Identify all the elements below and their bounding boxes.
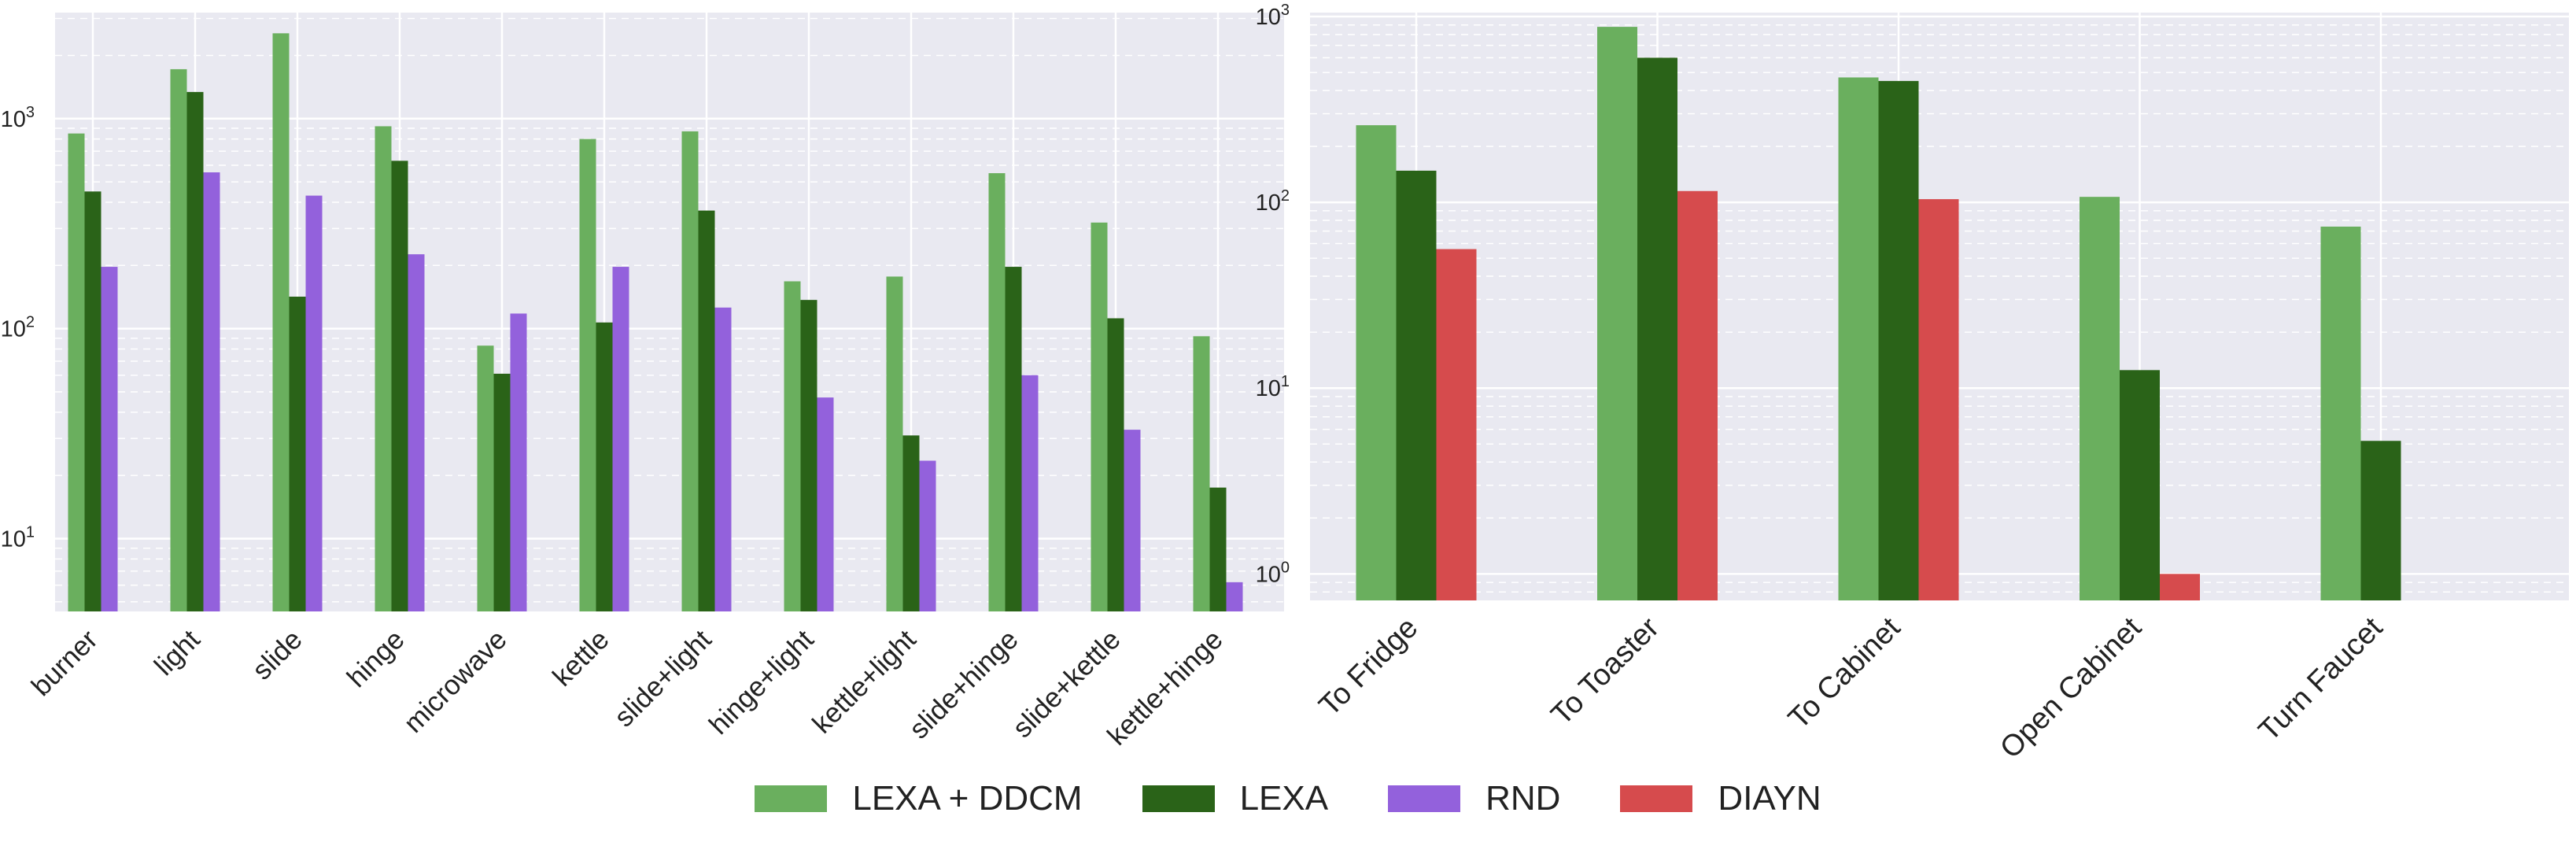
- bar-lexa-to-toaster: [1637, 57, 1677, 600]
- bar-lexa-ddcm-microwave: [477, 345, 494, 611]
- bar-lexa-slide-hinge: [1005, 267, 1022, 611]
- bar-lexa-to-cabinet: [1878, 80, 1919, 601]
- bar-lexa-open-cabinet: [2120, 370, 2160, 600]
- bar-rnd-light: [203, 172, 220, 611]
- bar-lexa-ddcm-kettle: [579, 138, 596, 611]
- bar-lexa-light: [186, 91, 204, 612]
- bar-lexa-burner: [84, 191, 101, 612]
- bar-rnd-slide-light: [714, 307, 732, 611]
- bar-lexa-microwave: [493, 373, 511, 611]
- bar-lexa-ddcm-open-cabinet: [2080, 197, 2120, 600]
- legend: LEXA + DDCM LEXA RND DIAYN: [0, 775, 2576, 822]
- x-tick-label-hinge-light: hinge+light: [703, 624, 820, 740]
- y-tick-label: 100: [1256, 559, 1290, 587]
- bar-lexa-kettle: [596, 322, 613, 611]
- bar-lexa-ddcm-kettle-light: [886, 276, 903, 611]
- y-tick-label: 103: [1, 104, 35, 132]
- bar-lexa-ddcm-slide-kettle: [1091, 222, 1108, 611]
- bar-lexa-ddcm-burner: [68, 133, 85, 611]
- bars: [1356, 27, 2401, 601]
- x-tick-label-hinge: hinge: [341, 624, 411, 693]
- bar-lexa-ddcm-to-cabinet: [1838, 77, 1879, 600]
- plot-area: [55, 13, 1284, 611]
- legend-item-rnd: RND: [1388, 779, 1560, 818]
- bar-rnd-kettle: [612, 267, 629, 611]
- bar-diayn-open-cabinet: [2160, 574, 2200, 600]
- x-tick-label-slide-light: slide+light: [608, 624, 718, 733]
- bar-lexa-ddcm-to-fridge: [1356, 125, 1397, 601]
- bar-lexa-ddcm-hinge: [375, 126, 392, 612]
- y-tick-label: 101: [1, 523, 35, 552]
- bar-lexa-slide-kettle: [1107, 318, 1124, 611]
- bar-rnd-burner: [101, 267, 118, 611]
- x-tick-label-open-cabinet: Open Cabinet: [1994, 611, 2148, 765]
- y-tick-label: 102: [1256, 187, 1290, 216]
- legend-label-diayn: DIAYN: [1718, 779, 1821, 818]
- bar-rnd-slide-kettle: [1124, 430, 1141, 611]
- x-tick-label-turn-faucet: Turn Faucet: [2253, 611, 2390, 748]
- bar-diayn-to-fridge: [1436, 249, 1477, 600]
- x-tick-label-to-toaster: To Toaster: [1545, 611, 1666, 731]
- legend-label-lexa-ddcm: LEXA + DDCM: [852, 779, 1083, 818]
- legend-item-diayn: DIAYN: [1620, 779, 1821, 818]
- bar-lexa-kettle-hinge: [1209, 487, 1227, 611]
- x-tick-label-to-cabinet: To Cabinet: [1782, 611, 1906, 735]
- bar-rnd-hinge: [408, 254, 425, 611]
- bar-lexa-slide-light: [698, 210, 715, 611]
- y-tick-label: 101: [1256, 373, 1290, 401]
- bar-lexa-ddcm-slide-hinge: [988, 173, 1006, 612]
- x-tick-labels: To Fridge To Toaster To Cabinet Open Cabine…: [1313, 611, 2390, 765]
- y-tick-labels: 101 102 103: [1, 104, 35, 552]
- legend-swatch-rnd: [1388, 785, 1461, 812]
- y-tick-label: 102: [1, 314, 35, 342]
- bar-rnd-hinge-light: [817, 397, 834, 611]
- x-tick-label-light: light: [149, 624, 206, 681]
- bar-lexa-ddcm-light: [170, 68, 187, 612]
- y-tick-label: 103: [1256, 2, 1290, 30]
- bar-diayn-to-cabinet: [1918, 199, 1959, 600]
- bar-lexa-slide: [289, 296, 306, 611]
- bar-lexa-ddcm-hinge-light: [784, 281, 801, 611]
- bar-rnd-slide: [305, 195, 323, 611]
- x-tick-label-kettle: kettle: [547, 624, 615, 692]
- bar-rnd-kettle-hinge: [1226, 582, 1243, 611]
- bar-rnd-microwave: [510, 313, 527, 611]
- bar-lexa-kettle-light: [902, 435, 920, 611]
- legend-item-lexa: LEXA: [1142, 779, 1329, 818]
- bar-lexa-hinge: [391, 161, 408, 612]
- x-tick-label-slide-hinge: slide+hinge: [903, 624, 1024, 744]
- legend-swatch-diayn: [1620, 785, 1693, 812]
- legend-label-lexa: LEXA: [1239, 779, 1329, 818]
- bar-lexa-ddcm-to-toaster: [1597, 27, 1637, 600]
- bar-rnd-kettle-light: [919, 460, 936, 611]
- bar-lexa-hinge-light: [800, 300, 817, 611]
- x-tick-label-microwave: microwave: [398, 624, 513, 739]
- x-tick-label-to-fridge: To Fridge: [1313, 611, 1425, 723]
- bar-lexa-to-fridge: [1396, 170, 1437, 601]
- bar-lexa-ddcm-turn-faucet: [2320, 226, 2361, 600]
- bar-lexa-ddcm-kettle-hinge: [1193, 336, 1210, 611]
- bar-rnd-slide-hinge: [1021, 375, 1039, 611]
- y-tick-labels: 100 101 102 103: [1256, 2, 1290, 587]
- legend-item-lexa-ddcm: LEXA + DDCM: [755, 779, 1083, 818]
- bars: [68, 33, 1243, 612]
- bar-lexa-ddcm-slide: [272, 33, 290, 611]
- bar-diayn-to-toaster: [1677, 190, 1718, 600]
- x-tick-label-slide: slide: [246, 624, 308, 685]
- legend-swatch-lexa-ddcm: [755, 785, 828, 812]
- bar-lexa-ddcm-slide-light: [681, 131, 699, 611]
- chart-right: 100 101 102 103 To Fridge To Toaster To Cabine…: [1256, 2, 2569, 765]
- x-tick-label-burner: burner: [26, 624, 104, 702]
- bar-lexa-turn-faucet: [2360, 441, 2401, 600]
- legend-swatch-lexa: [1142, 785, 1215, 812]
- legend-label-rnd: RND: [1485, 779, 1561, 818]
